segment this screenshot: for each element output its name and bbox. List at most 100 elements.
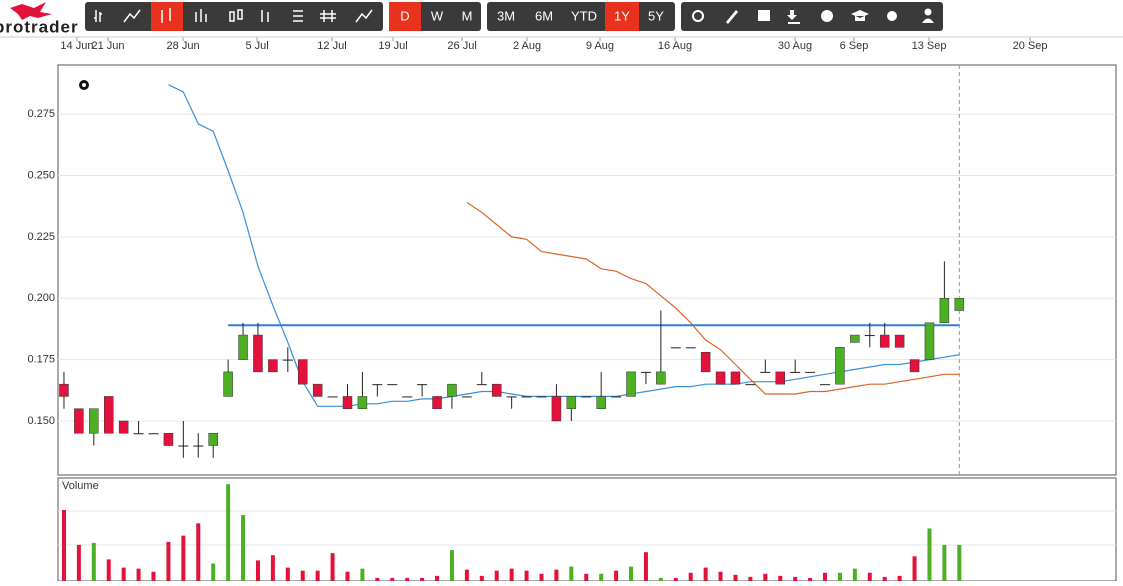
candle-body [89,408,99,434]
candle-body [805,371,816,373]
volume-bar [942,544,947,581]
volume-bar [181,535,186,581]
volume-bar [121,567,126,581]
volume-bar [584,573,589,581]
candle-body [461,396,472,398]
x-tick-label: 6 Sep [840,40,869,52]
icon-play[interactable] [821,10,833,22]
y-tick-label: 0.225 [27,231,55,243]
candle-body [745,384,756,386]
x-tick-label: 28 Jun [167,40,200,52]
period-button[interactable]: W [431,8,444,23]
icon-line[interactable] [123,9,141,23]
active-button[interactable] [389,2,421,31]
volume-bar [823,572,828,581]
candle-body [432,396,442,409]
candle-body [790,371,801,373]
range-button[interactable]: 5Y [648,8,664,23]
volume-bar [300,570,305,581]
volume-bar [599,573,604,581]
active-chart-type[interactable] [151,2,183,31]
y-tick-label: 0.275 [27,108,55,120]
candle-body [357,396,368,409]
period-button[interactable]: M [462,8,473,23]
y-tick-label: 0.200 [27,292,55,304]
candle-body [909,359,920,373]
volume-bar [464,569,469,581]
volume-bar [420,577,425,581]
plot-frame [57,64,1117,476]
candle-body [626,371,636,397]
volume-bar [852,568,857,581]
period-button[interactable]: D [400,8,409,23]
candle-body [820,384,831,386]
x-tick-label: 13 Sep [912,40,947,52]
range-button[interactable]: YTD [571,8,597,23]
volume-bar [629,566,634,581]
range-button[interactable]: 3M [497,8,515,23]
candle-body [894,334,905,348]
volume-bar [673,577,678,581]
icon-candle[interactable] [161,8,171,23]
icon-search[interactable] [692,10,704,22]
candle-body [148,433,159,435]
candle-body [118,420,129,434]
range-button[interactable]: 1Y [614,8,630,23]
candle-body [715,371,726,385]
logo-icon [10,2,52,20]
candle-body [536,396,547,398]
x-tick-label: 9 Aug [586,40,614,52]
candle-body [447,383,457,397]
logo: protrader [0,2,78,36]
candle-body [611,396,622,398]
volume-bar [449,550,454,581]
range-button[interactable]: 6M [535,8,553,23]
icon-area[interactable] [355,9,373,23]
icon-wand[interactable] [726,10,738,24]
volume-bar [658,577,663,581]
tools-group[interactable] [681,2,943,31]
candle-body [268,359,278,373]
active-button[interactable] [605,2,639,31]
icon-range[interactable] [261,10,269,22]
volume-bar [614,570,619,581]
candle-body [954,297,965,311]
volume-bar [569,566,574,581]
volume-bar [494,570,499,581]
icon-ohlc[interactable] [94,10,102,22]
volume-bar [778,575,783,581]
candle-body [133,433,144,435]
icon-hlc[interactable] [195,9,207,22]
candle-body [760,371,771,373]
candle-body [924,322,935,360]
candle-body [835,347,845,385]
volume-label: Volume [62,480,99,492]
candle-body [730,371,741,385]
icon-kagi[interactable] [293,10,303,22]
candle-body [566,396,577,409]
volume-bar [927,528,932,581]
x-tick-label: 5 Jul [245,40,268,52]
candle-body [372,384,383,386]
candle-body [656,371,666,385]
icon-settings[interactable] [887,11,897,21]
candle-body [521,396,532,398]
volume-bar [211,563,216,581]
x-tick-label: 19 Jul [378,40,407,52]
volume-bar [793,576,798,581]
icon-table[interactable] [758,10,770,21]
candle-body [59,383,69,397]
volume-bar [957,544,962,581]
icon-download[interactable] [787,10,800,24]
x-tick-label: 30 Aug [778,40,812,52]
volume-bar [166,541,171,581]
icon-user[interactable] [924,8,932,16]
icon-hollow[interactable] [229,9,243,22]
icon-learn[interactable] [851,10,869,21]
candle-body [238,334,248,360]
volume-bar [330,553,335,581]
candle-body [327,396,338,398]
icon-pnf[interactable] [320,10,336,22]
candle-body [506,396,517,398]
volume-bar [91,542,96,581]
